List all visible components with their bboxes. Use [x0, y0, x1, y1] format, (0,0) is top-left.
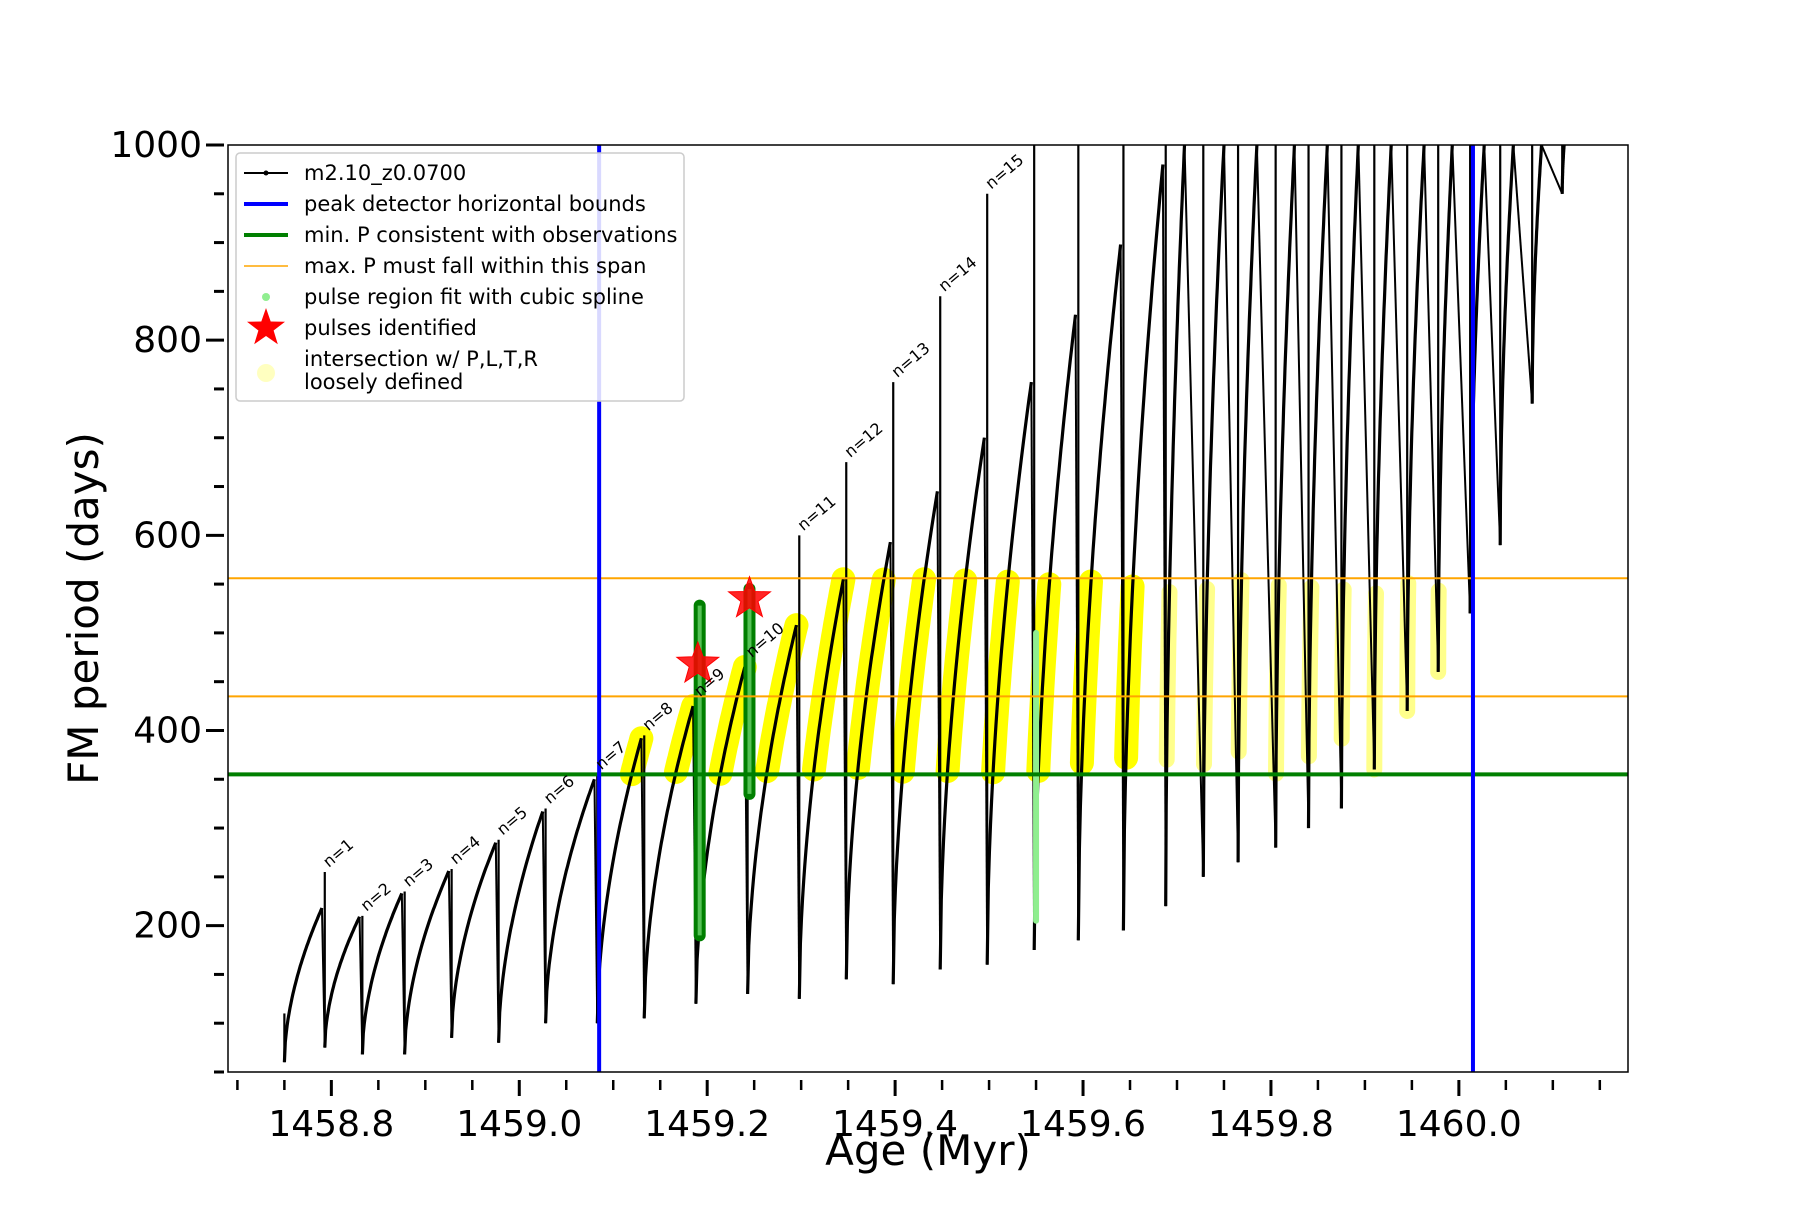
series-pulse-drop	[1512, 145, 1534, 404]
series-pulse-curve	[1405, 145, 1426, 712]
pulse-label: n=6	[540, 771, 578, 807]
pulse-label: n=12	[841, 418, 887, 461]
pulse-label: n=3	[399, 854, 437, 890]
series-pulse-drop	[1326, 145, 1343, 809]
pulse-label: n=14	[935, 253, 981, 296]
y-axis-title: FM period (days)	[59, 432, 108, 785]
series-pulse-curve	[1164, 145, 1187, 907]
legend-entry: peak detector horizontal bounds	[244, 192, 646, 216]
pulse-identified-star	[675, 640, 721, 684]
series-pulse-curve	[282, 907, 324, 1063]
series-pulse-curve	[938, 437, 986, 970]
legend-dot-icon	[262, 293, 270, 301]
series-pulse-curve	[891, 491, 939, 985]
series-pulse-curve	[1121, 164, 1165, 931]
legend-dot-icon	[263, 170, 269, 176]
series-pulse-curve	[544, 778, 596, 1024]
series-pulse-curve	[797, 578, 845, 999]
x-tick-label: 1459.4	[832, 1104, 958, 1145]
pulse-label: n=4	[446, 832, 484, 868]
legend-entry: pulse region fit with cubic spline	[262, 285, 644, 309]
series-pulse-drop	[1423, 145, 1440, 672]
pulse-label: n=2	[357, 879, 395, 915]
series-pulse-drop	[1183, 145, 1205, 877]
legend-entry: pulses identified	[247, 308, 477, 345]
series-pulse-curve	[497, 810, 545, 1043]
series-pulse-drop	[1390, 145, 1409, 711]
series-pulse-curve	[1436, 145, 1454, 672]
x-tick-label: 1459.8	[1208, 1104, 1334, 1145]
series-pulse-curve	[450, 842, 498, 1038]
plot-frame	[227, 144, 1629, 1073]
series-pulse-curve	[323, 916, 361, 1048]
legend-label: max. P must fall within this span	[304, 254, 646, 278]
pulse-label: n=1	[319, 835, 357, 871]
x-tick-label: 1458.8	[268, 1104, 394, 1145]
series-pulse-drop	[1483, 145, 1502, 546]
series-pulse-curve	[642, 705, 695, 1019]
x-tick-label: 1459.6	[1020, 1104, 1146, 1145]
series-pulse-curve	[1236, 145, 1259, 863]
legend-box	[235, 152, 685, 402]
legend-entry: max. P must fall within this span	[244, 254, 646, 278]
series-pulse-curve	[746, 624, 799, 994]
series-pulse-curve	[844, 541, 892, 980]
series-pulse-drop	[1222, 145, 1240, 863]
y-tick-label: 1000	[110, 125, 202, 166]
series-pulse-curve	[1306, 145, 1329, 829]
pulse-label: n=11	[794, 492, 840, 535]
series-pulse-drop	[1357, 145, 1376, 770]
legend-circle-icon	[257, 364, 275, 382]
legend-entry: min. P consistent with observations	[244, 223, 677, 247]
pulse-label: n=5	[493, 803, 531, 839]
x-tick-label: 1459.0	[456, 1104, 582, 1145]
series-pulse-drop	[1540, 145, 1564, 195]
series-pulse-drop	[1293, 145, 1310, 829]
legend-label: pulse region fit with cubic spline	[304, 285, 644, 309]
y-tick-label: 400	[133, 710, 202, 751]
legend-label: loosely defined	[304, 370, 463, 394]
series-pulse-curve	[360, 892, 404, 1055]
series-pulse-curve	[595, 737, 643, 1024]
series-pulse-curve	[1339, 145, 1360, 809]
legend-entry: m2.10_z0.0700	[244, 161, 466, 186]
legend-label: min. P consistent with observations	[304, 223, 677, 247]
legend-label: m2.10_z0.0700	[304, 161, 466, 186]
reference-lines-layer	[228, 145, 1628, 1072]
series-pulse-curve	[1274, 145, 1296, 848]
legend-label: peak detector horizontal bounds	[304, 192, 646, 216]
y-tick-label: 800	[133, 320, 202, 361]
pulses-identified-layer	[675, 575, 772, 684]
x-tick-label: 1459.2	[644, 1104, 770, 1145]
series-pulse-curve	[1372, 145, 1393, 770]
x-axis-title: Age (Myr)	[825, 1126, 1031, 1175]
series-pulse-drop	[1255, 145, 1277, 848]
axes-layer: 1458.8 1459.0 1459.2 1459.4 1459.6 1459.8 1460…	[59, 125, 1629, 1175]
series-pulse-curve	[1076, 244, 1123, 941]
series-pulse-curve	[1032, 314, 1078, 951]
pulse-label: n=13	[888, 338, 934, 381]
series-pulse-curve	[1498, 145, 1515, 546]
x-tick-label: 1460.0	[1396, 1104, 1522, 1145]
legend-label: pulses identified	[304, 316, 477, 340]
y-tick-label: 600	[133, 515, 202, 556]
y-tick-label: 200	[133, 906, 202, 947]
series-pulse-curve	[985, 381, 1033, 965]
pulse-identified-star	[727, 575, 772, 618]
series-pulse-curve	[1201, 145, 1226, 877]
pulse-label: n=15	[982, 150, 1028, 193]
series-pulse-curve	[403, 870, 451, 1055]
legend-star-icon	[247, 308, 285, 345]
legend-label: intersection w/ P,L,T,R	[304, 347, 538, 371]
series-pulse-drop	[1451, 145, 1472, 614]
series-pulse-curve	[1530, 145, 1544, 404]
